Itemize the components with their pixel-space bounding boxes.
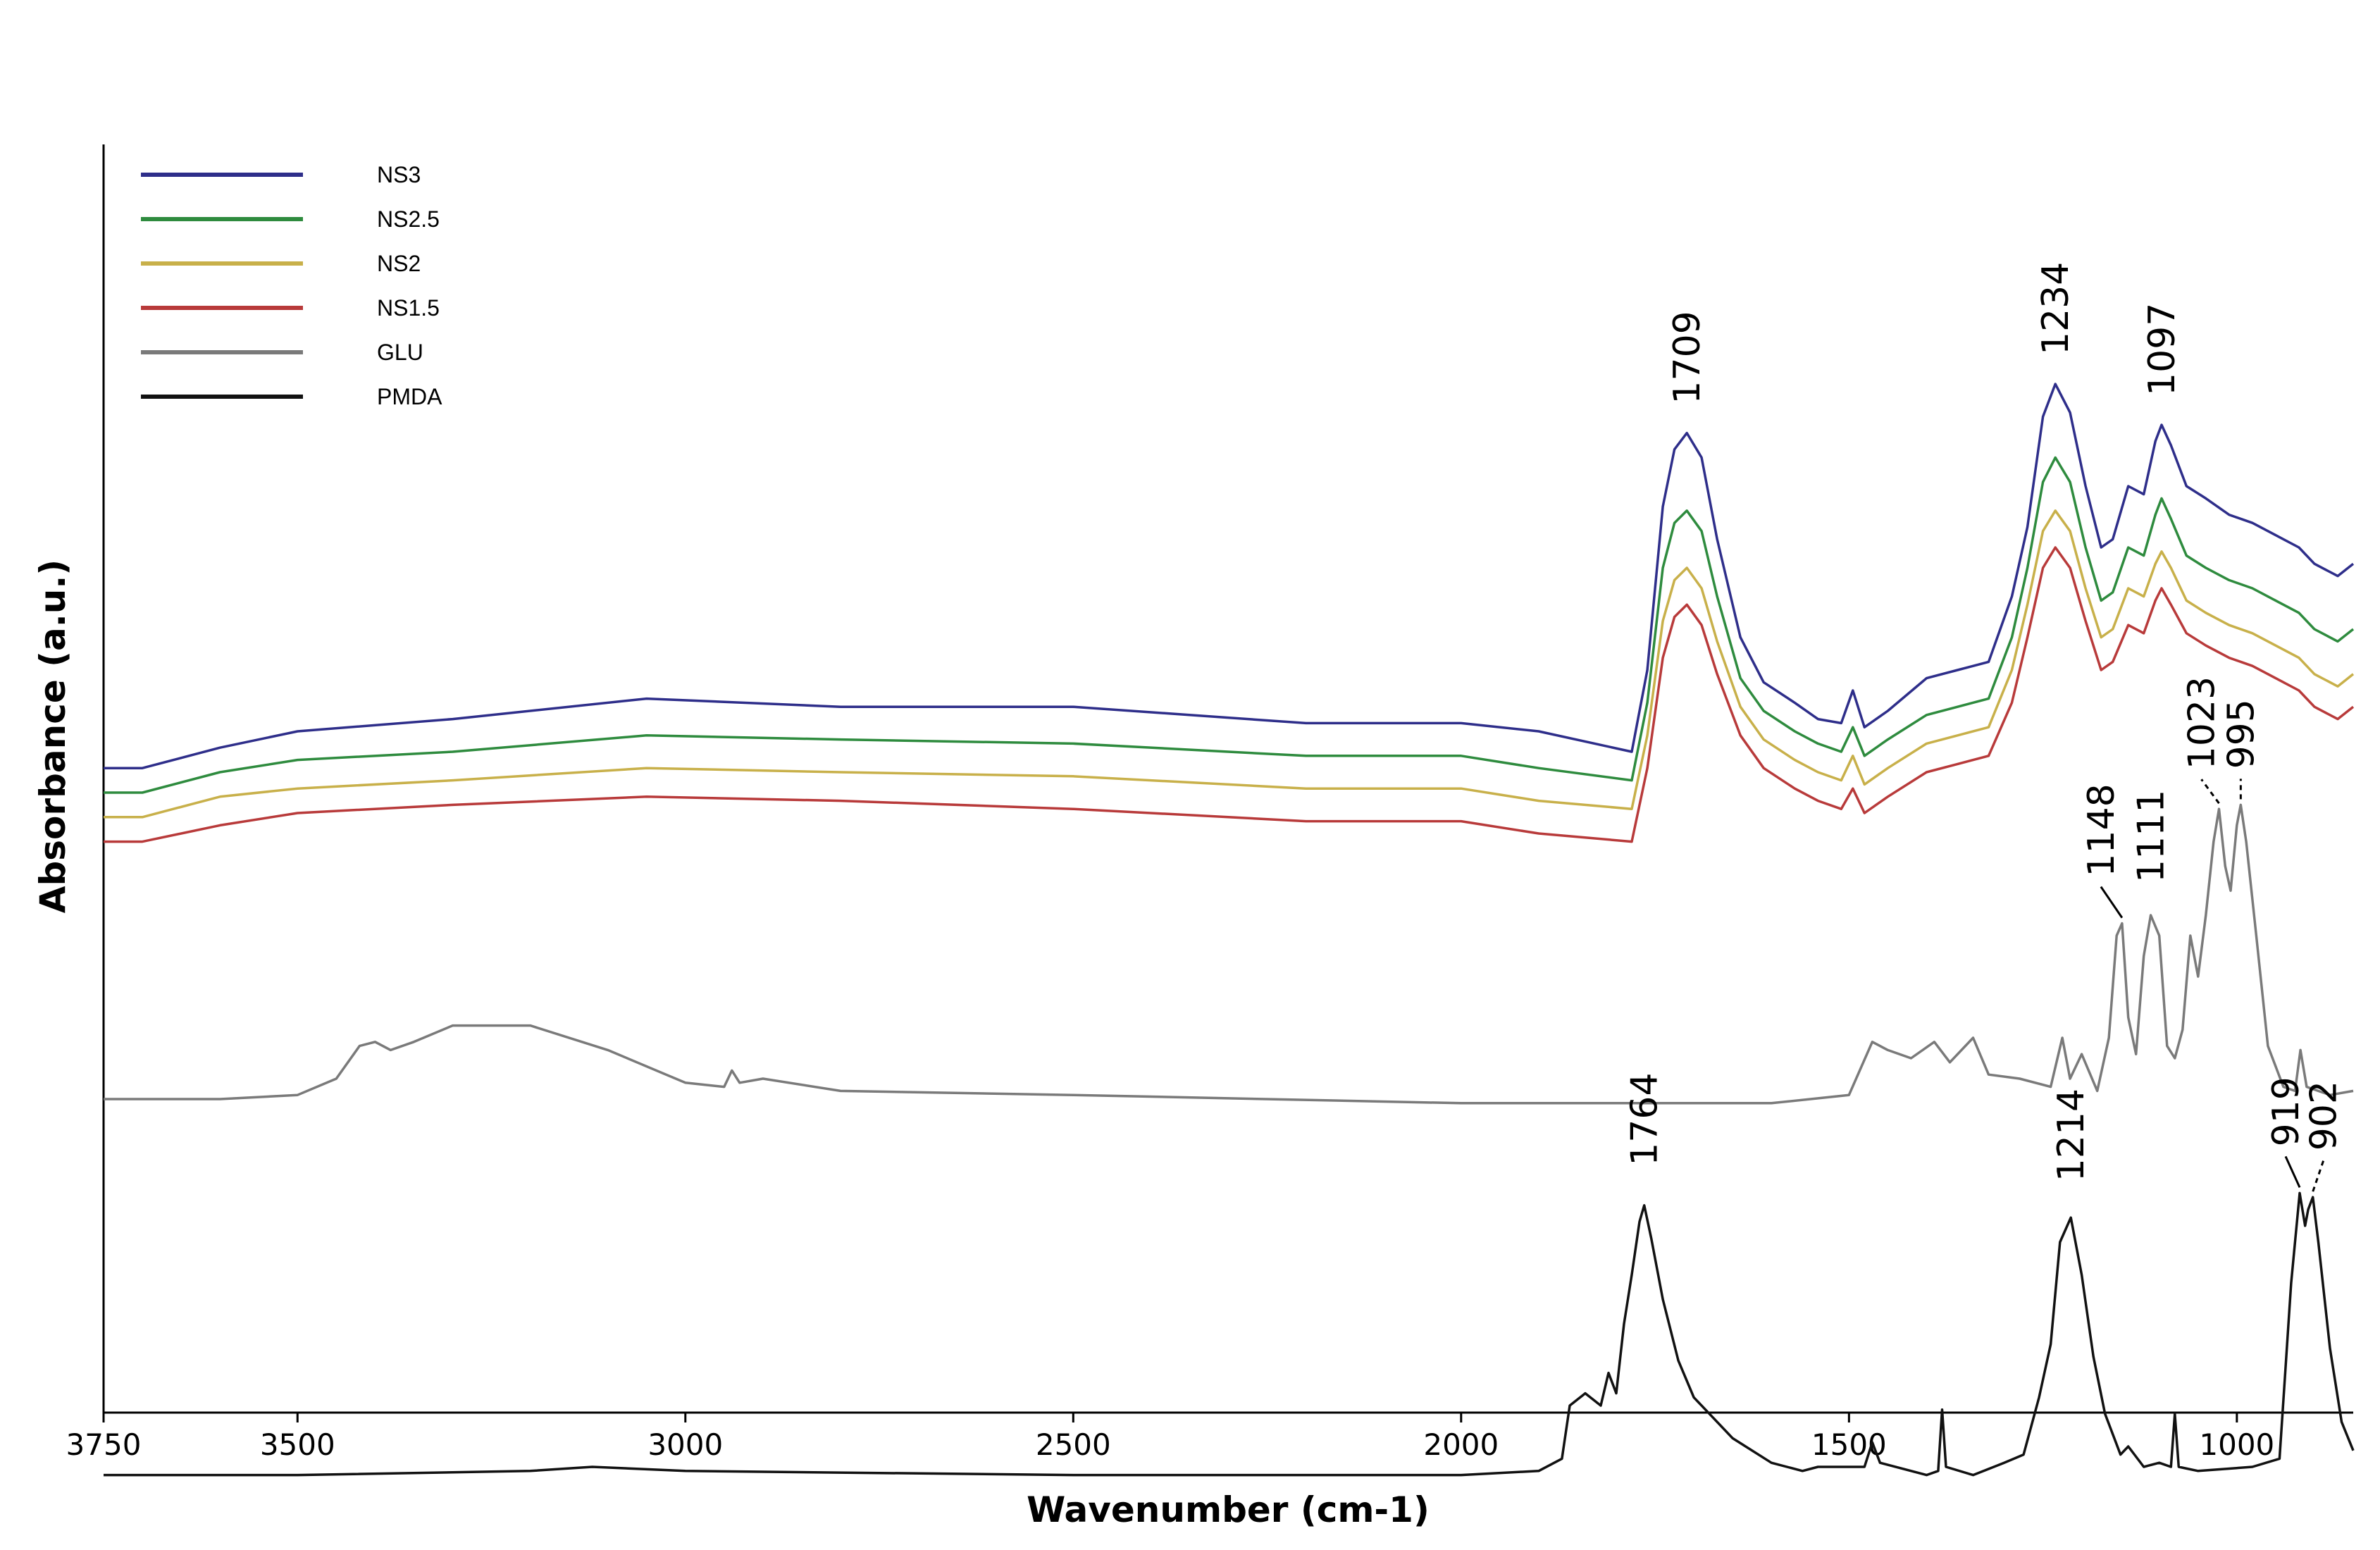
legend-label: GLU xyxy=(377,340,423,365)
x-tick-label: 2000 xyxy=(1423,1427,1499,1462)
peak-label-919: 919 xyxy=(2265,1077,2307,1146)
peak-label-1214: 1214 xyxy=(2050,1089,2093,1182)
peak-leader-919 xyxy=(2284,1155,2301,1189)
x-tick-label: 3750 xyxy=(66,1427,142,1462)
legend-label: NS1.5 xyxy=(377,295,440,321)
x-tick-label: 1500 xyxy=(1811,1427,1887,1462)
legend-label: NS3 xyxy=(377,162,421,187)
peak-label-1111: 1111 xyxy=(2131,790,2173,883)
series-line-ns2-5 xyxy=(104,456,2355,794)
peak-label-995: 995 xyxy=(2220,699,2262,769)
axes xyxy=(102,144,2353,1414)
series-line-ns1-5 xyxy=(104,546,2355,843)
peak-label-1709: 1709 xyxy=(1666,311,1709,404)
peak-label-1097: 1097 xyxy=(2141,303,2183,396)
x-tick-label: 1000 xyxy=(2199,1427,2274,1462)
y-axis-title: Absorbance (a.u.) xyxy=(32,559,73,913)
x-tick-label: 3000 xyxy=(647,1427,723,1462)
series-line-ns2 xyxy=(104,509,2355,819)
x-axis-title: Wavenumber (cm-1) xyxy=(1027,1489,1430,1530)
series-group xyxy=(104,383,2355,1477)
legend-label: PMDA xyxy=(377,384,442,409)
x-tick-label: 3500 xyxy=(260,1427,335,1462)
peak-leader-1148 xyxy=(2100,886,2124,919)
x-ticks: 3750 3500 3000 2500 2000 1500 1000 xyxy=(66,1413,2274,1462)
peak-label-1148: 1148 xyxy=(2081,783,2123,876)
peak-label-1764: 1764 xyxy=(1624,1072,1666,1165)
legend-label: NS2.5 xyxy=(377,206,440,232)
peak-label-1023: 1023 xyxy=(2181,676,2224,769)
x-tick-label: 2500 xyxy=(1036,1427,1111,1462)
series-line-ns3 xyxy=(104,383,2355,769)
peak-leader-1023 xyxy=(2200,779,2220,805)
peak-label-902: 902 xyxy=(2303,1081,2345,1151)
peak-leader-902 xyxy=(2312,1160,2325,1192)
legend-label: NS2 xyxy=(377,251,421,276)
peak-label-1234: 1234 xyxy=(2035,262,2077,355)
legend: NS3 NS2.5 NS2 NS1.5 GLU PMDA xyxy=(141,162,442,409)
series-line-pmda xyxy=(104,1191,2355,1477)
series-line-glu xyxy=(104,803,2354,1105)
